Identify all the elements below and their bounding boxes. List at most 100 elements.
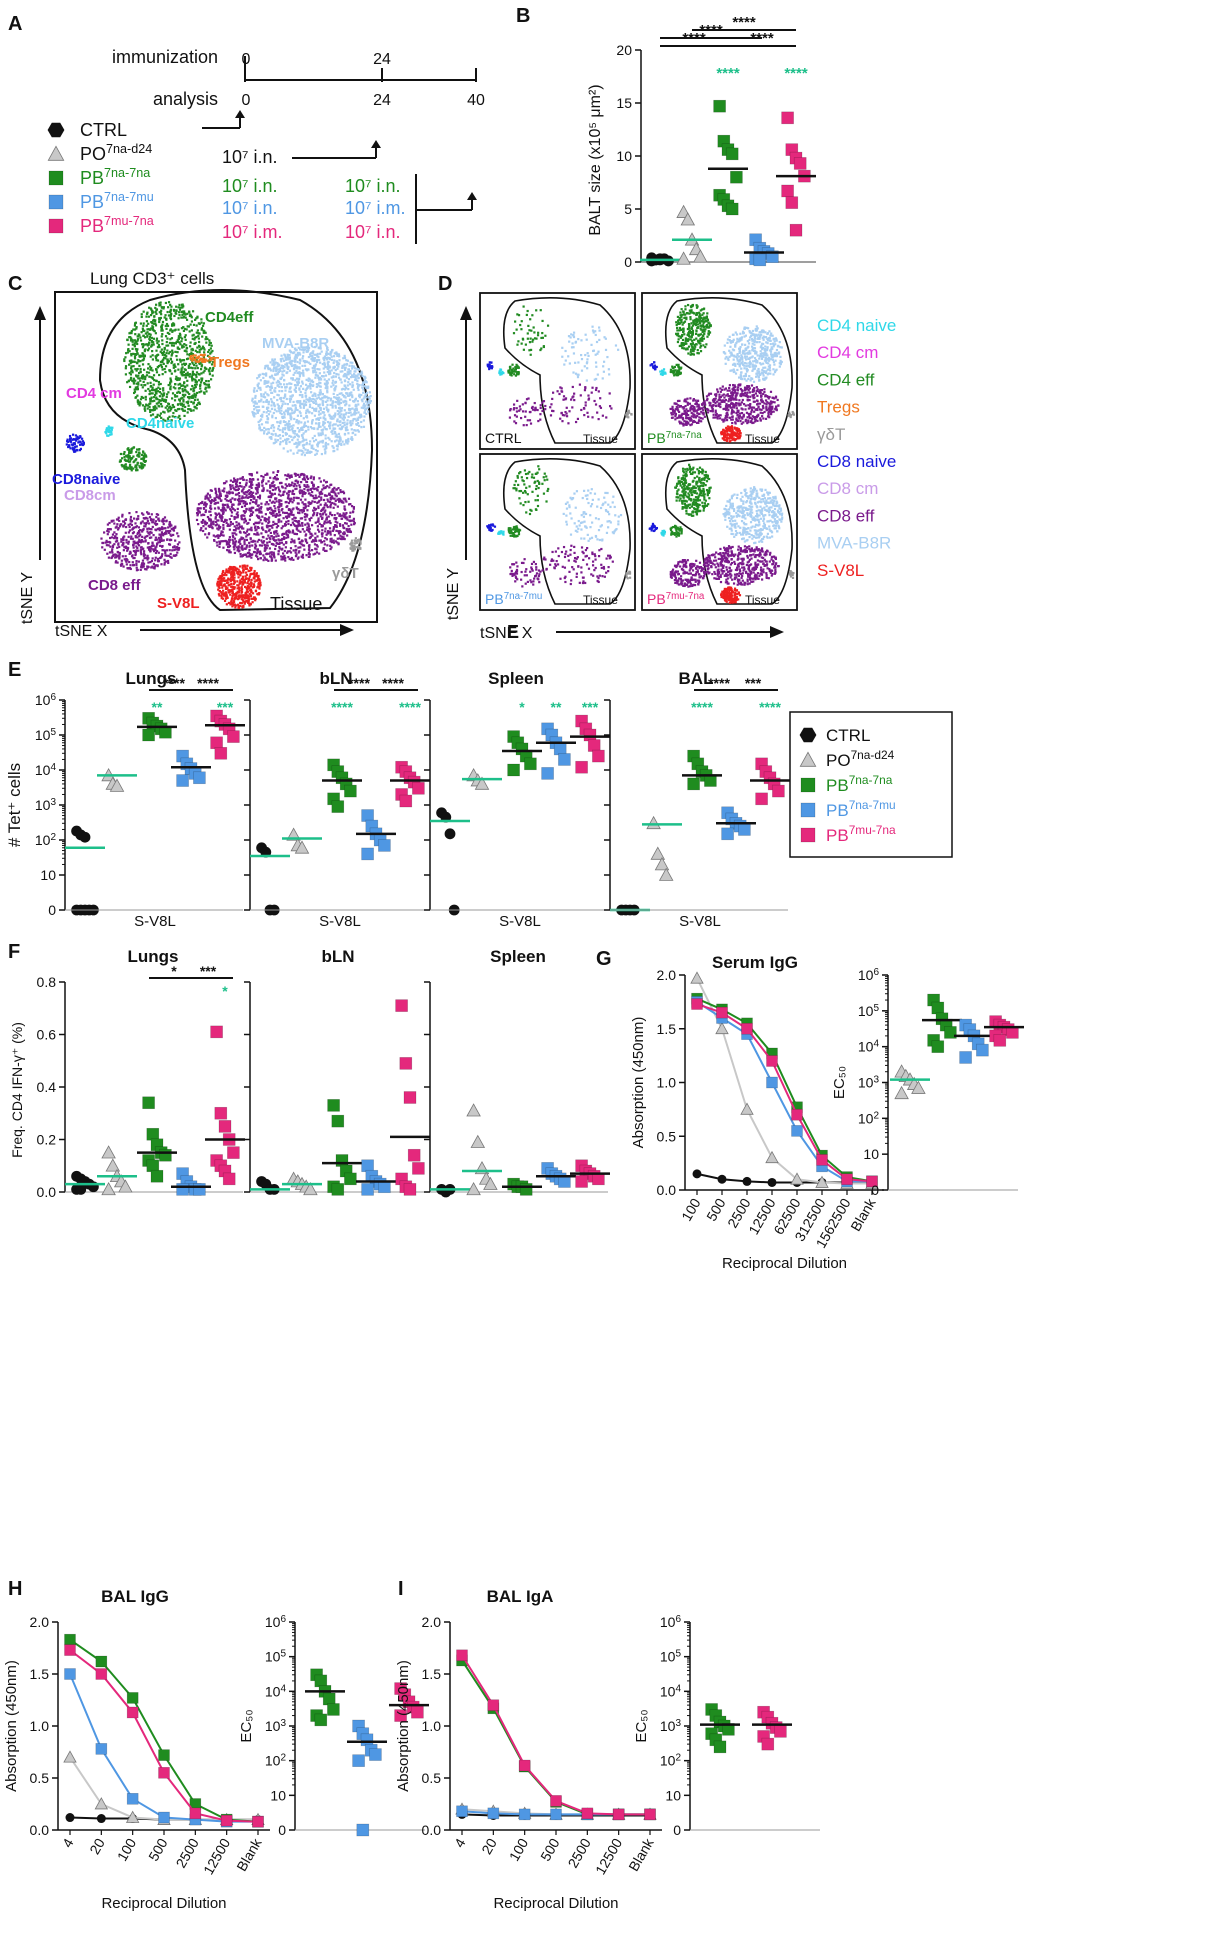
chartG-point-PO (715, 1021, 729, 1035)
chartH-ec50-tick-label: 106 (265, 1614, 287, 1631)
chartI-xtick-label: 500 (537, 1835, 563, 1863)
chartE-legend-label: PB7na-7mu (826, 798, 896, 820)
arrow-up-icon (34, 306, 46, 320)
tsne-d-xlabel: tSNE X (480, 625, 533, 642)
arrow-right-icon (770, 626, 784, 638)
chartF-Lungs-point-PBnm (193, 1183, 206, 1196)
chartE-Lungs-point-PBmn (210, 736, 223, 750)
chartG-point-PBmn (816, 1154, 828, 1166)
chartF-tick-label: 0.4 (37, 1079, 57, 1095)
arrow-head-icon (235, 110, 245, 118)
chartB-sig-black: **** (732, 14, 756, 31)
tsne-d-points (649, 303, 796, 443)
chartF-tick-label: 0.6 (37, 1027, 57, 1043)
tsne-c-cluster-mva (251, 345, 373, 457)
chartE-bLN-point-PO (286, 827, 301, 841)
chartE-bLN-point-PO (294, 840, 310, 854)
tsne-d-cluster-cd8naive (486, 523, 497, 532)
chartG-ec50-point-PO (911, 1080, 926, 1094)
chartF-tick-label: 0.8 (37, 974, 57, 990)
chartI-ec50-tick-label: 105 (660, 1648, 682, 1665)
tsne-d-legend-item: CD4 naive (817, 316, 896, 335)
chartG-xtick-label: Blank (847, 1195, 879, 1234)
dose-pbnm-boost: 10⁷ i.m. (345, 198, 406, 218)
chartF-Lungs-point-CTRL (75, 1183, 87, 1195)
arrow-head-icon (467, 192, 477, 200)
chartB-point-PBmn (781, 111, 794, 125)
chartF-Lungs-point-PBnm (176, 1183, 189, 1196)
tsne-d-cluster-gdt (625, 570, 632, 580)
chartI-ec50-tick-label: 10 (665, 1787, 681, 1803)
chartE-Lungs-point-PBnm (176, 774, 189, 787)
chartE-legend-label: CTRL (826, 726, 870, 745)
dose-pbnn-prime: 10⁷ i.n. (222, 176, 278, 196)
chartE-legend-box (789, 711, 953, 858)
panel-letter-G: G (596, 948, 612, 970)
chartH-ec50-point-PBnn (314, 1713, 328, 1727)
chartH-tick-label: 1.0 (30, 1718, 50, 1734)
chartE-sig-green: *** (217, 699, 234, 715)
chartE-BAL-point-PO (658, 867, 674, 881)
chartE-sig-green: *** (582, 699, 599, 715)
chartF-Lungs-point-PO (105, 1158, 121, 1172)
chartE-BAL-point-PO (650, 846, 666, 860)
chartI-ylabel: Absorption (450nm) (395, 1660, 412, 1792)
chartF-Lungs-point-PBmn (222, 1172, 236, 1186)
chartI-xtick-label: 20 (478, 1835, 500, 1857)
chartF-bLN-point-PBmn (403, 1183, 417, 1196)
chartH-point-PBnm (158, 1811, 170, 1824)
chartI-ec50-tick-label: 103 (660, 1718, 682, 1735)
chartE-Lungs-tick-label: 0 (48, 902, 56, 918)
tsne-c-label: MVA-B8R (262, 335, 329, 352)
panel-letter-E: E (8, 659, 21, 681)
chartH-ec50-tick-label: 104 (265, 1683, 287, 1700)
tsne-d-legend-item: CD4 cm (817, 343, 878, 362)
chartE-Lungs-tick-label: 10 (40, 867, 56, 883)
chartI-line-PBmn (461, 1654, 650, 1816)
chartI-point-PBnm (518, 1808, 531, 1821)
chartI-ec50-ylabel: EC₅₀ (633, 1709, 650, 1742)
tsne-d-cluster-cd8eff-2 (669, 397, 706, 427)
panel-letter-D: D (438, 273, 452, 295)
chartG-point-CTRL (717, 1174, 727, 1184)
chartH-point-PBmn (158, 1767, 170, 1779)
chartE-bLN-point-PBnm (361, 847, 374, 861)
chartE-legend-label: PB7mu-7na (826, 823, 896, 845)
chartE-BAL-point-PBnm (721, 827, 734, 841)
chartE-BAL-point-PBnn (687, 777, 700, 791)
tsne-d-cluster-gdt (787, 410, 796, 419)
chartB-point-PBnn (730, 170, 743, 184)
chartI-ec50-point-PBmn (774, 1725, 787, 1738)
chartG-ec50-tick-label: 106 (858, 967, 880, 984)
chartE-Spleen-point-PBmn (583, 728, 597, 742)
chartG-ec50-point-PBnn (931, 1001, 945, 1015)
chartF-sig-black: *** (200, 963, 217, 979)
chartE-sig-black: **** (382, 675, 404, 691)
timeline-analysis-day-40: 40 (467, 92, 485, 109)
groupA-legend-marker (48, 170, 64, 186)
chartB-point-PBnn (725, 147, 739, 161)
chartI-point-PBmn (612, 1808, 625, 1821)
chartF-sig-black: * (171, 963, 177, 979)
tsne-c-label: CD4naive (126, 415, 194, 432)
tsne-d-tile-label: CTRL (485, 430, 522, 446)
arrow-head-icon (371, 140, 381, 148)
chartG-point-PO (765, 1150, 779, 1164)
tsne-c-label: Tissue (270, 594, 322, 614)
chartF-Lungs-point-PBnn (150, 1169, 164, 1183)
chartH-ec50-tick-label: 102 (265, 1752, 287, 1769)
chartI-point-PBnm (487, 1807, 500, 1820)
chartB-point-PBmn (785, 196, 799, 209)
chartH-ec50-ylabel: EC₅₀ (238, 1709, 255, 1742)
chartF-bLN-point-PBmn (395, 999, 408, 1012)
tsne-d-cluster-mva (561, 325, 620, 382)
chartI-point-PBmn (550, 1795, 562, 1807)
chartI-point-PBmn (456, 1649, 468, 1662)
chartH-point-PBnn (64, 1633, 76, 1646)
chartB-point-PO (693, 249, 708, 263)
chartF-bLN-point-PBnn (331, 1183, 345, 1196)
chartG-point-PO (740, 1102, 754, 1115)
tsne-d-cluster-cd4naive (498, 368, 505, 376)
chartF-tick-label: 0.2 (37, 1132, 57, 1148)
chartE-legend-marker (800, 802, 816, 818)
